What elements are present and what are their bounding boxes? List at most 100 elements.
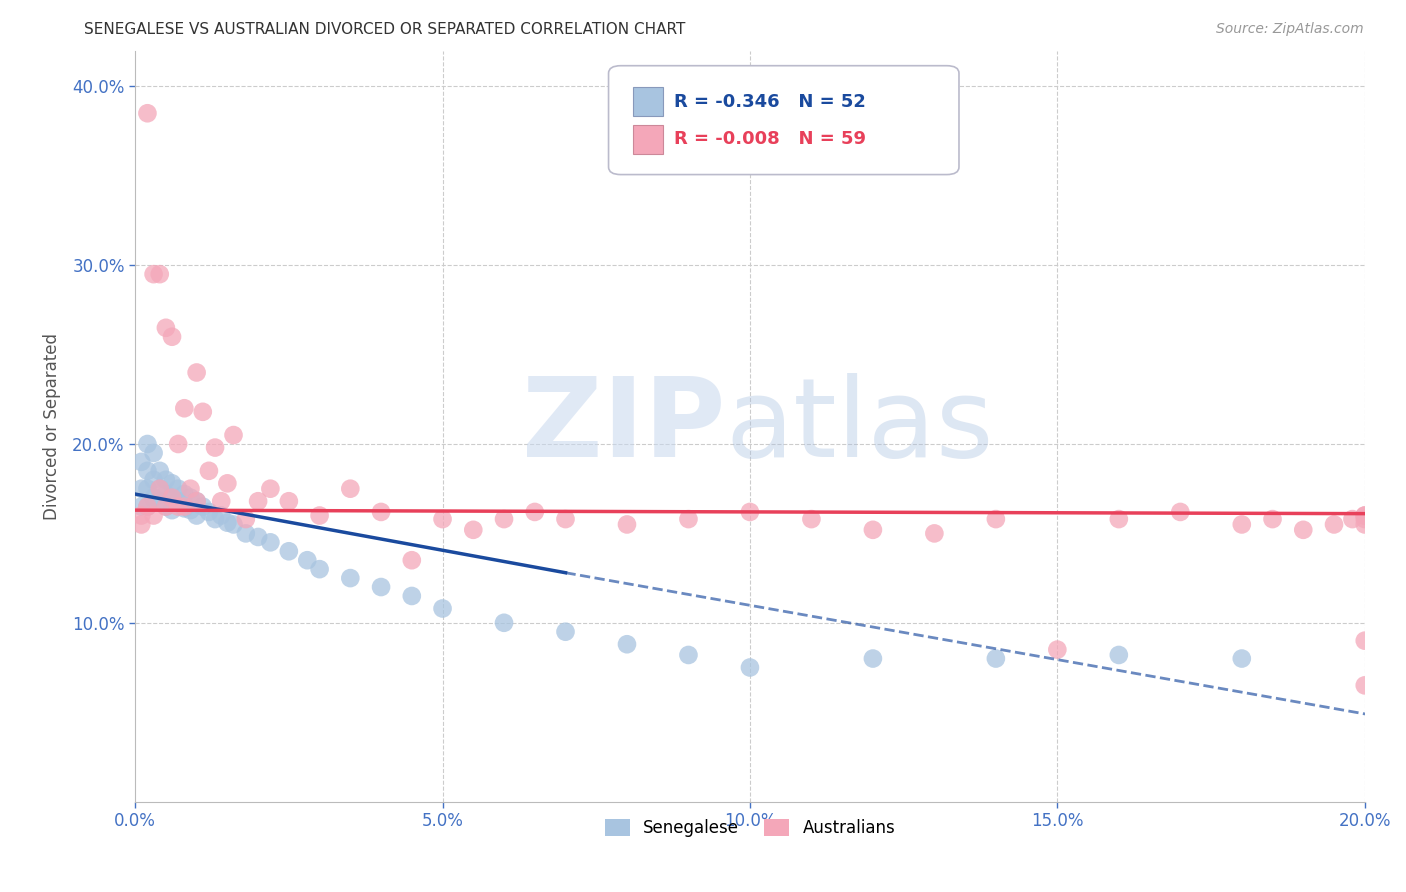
Point	[492, 512, 515, 526]
Point	[308, 562, 330, 576]
Point	[173, 487, 195, 501]
Text: R = -0.346   N = 52: R = -0.346 N = 52	[673, 93, 866, 111]
Point	[1292, 523, 1315, 537]
Point	[678, 648, 700, 662]
Point	[984, 512, 1007, 526]
Point	[277, 544, 299, 558]
Point	[142, 473, 165, 487]
Point	[247, 530, 270, 544]
Point	[129, 508, 152, 523]
Point	[862, 523, 884, 537]
FancyBboxPatch shape	[633, 87, 662, 116]
Point	[204, 512, 226, 526]
Point	[167, 500, 190, 514]
Point	[1354, 678, 1376, 692]
Point	[463, 523, 485, 537]
Point	[179, 503, 201, 517]
Text: Source: ZipAtlas.com: Source: ZipAtlas.com	[1216, 22, 1364, 37]
Point	[129, 455, 152, 469]
Point	[217, 516, 239, 530]
Point	[1354, 508, 1376, 523]
Point	[160, 491, 183, 505]
Point	[217, 476, 239, 491]
Point	[616, 517, 638, 532]
Point	[149, 482, 172, 496]
Point	[738, 505, 761, 519]
Point	[235, 526, 257, 541]
Point	[136, 500, 159, 514]
Point	[149, 494, 172, 508]
Point	[167, 482, 190, 496]
Point	[136, 482, 159, 496]
Point	[1323, 517, 1346, 532]
Point	[1108, 648, 1130, 662]
Point	[800, 512, 823, 526]
Point	[984, 651, 1007, 665]
Point	[1354, 508, 1376, 523]
FancyBboxPatch shape	[609, 66, 959, 175]
Point	[209, 508, 232, 523]
Y-axis label: Divorced or Separated: Divorced or Separated	[44, 333, 60, 520]
Legend: Senegalese, Australians: Senegalese, Australians	[596, 811, 904, 846]
Point	[1341, 512, 1364, 526]
Point	[339, 482, 361, 496]
Point	[179, 482, 201, 496]
Point	[1168, 505, 1191, 519]
Point	[149, 464, 172, 478]
Point	[308, 508, 330, 523]
Point	[259, 482, 281, 496]
Point	[173, 401, 195, 416]
Point	[129, 500, 152, 514]
Point	[142, 508, 165, 523]
Point	[554, 512, 576, 526]
Point	[142, 446, 165, 460]
Point	[1354, 633, 1376, 648]
Text: R = -0.008   N = 59: R = -0.008 N = 59	[673, 130, 866, 148]
Point	[738, 660, 761, 674]
Point	[149, 482, 172, 496]
Point	[297, 553, 319, 567]
Point	[179, 491, 201, 505]
Point	[523, 505, 546, 519]
Point	[1046, 642, 1069, 657]
Point	[1108, 512, 1130, 526]
Point	[198, 505, 221, 519]
Point	[160, 330, 183, 344]
Point	[149, 267, 172, 281]
Point	[167, 494, 190, 508]
Point	[339, 571, 361, 585]
Point	[554, 624, 576, 639]
Point	[136, 464, 159, 478]
Point	[136, 437, 159, 451]
Point	[186, 494, 208, 508]
Point	[186, 366, 208, 380]
Point	[277, 494, 299, 508]
Text: SENEGALESE VS AUSTRALIAN DIVORCED OR SEPARATED CORRELATION CHART: SENEGALESE VS AUSTRALIAN DIVORCED OR SEP…	[84, 22, 686, 37]
Point	[401, 589, 423, 603]
Point	[259, 535, 281, 549]
Point	[678, 512, 700, 526]
Point	[235, 512, 257, 526]
Text: atlas: atlas	[725, 373, 994, 480]
Point	[432, 512, 454, 526]
Point	[247, 494, 270, 508]
Point	[401, 553, 423, 567]
Point	[129, 482, 152, 496]
Point	[222, 517, 245, 532]
Point	[370, 580, 392, 594]
Text: ZIP: ZIP	[522, 373, 725, 480]
Point	[1261, 512, 1284, 526]
Point	[209, 494, 232, 508]
Point	[198, 464, 221, 478]
Point	[616, 637, 638, 651]
FancyBboxPatch shape	[633, 125, 662, 153]
Point	[136, 500, 159, 514]
Point	[160, 503, 183, 517]
Point	[142, 491, 165, 505]
Point	[204, 441, 226, 455]
Point	[136, 106, 159, 120]
Point	[186, 508, 208, 523]
Point	[222, 428, 245, 442]
Point	[370, 505, 392, 519]
Point	[160, 476, 183, 491]
